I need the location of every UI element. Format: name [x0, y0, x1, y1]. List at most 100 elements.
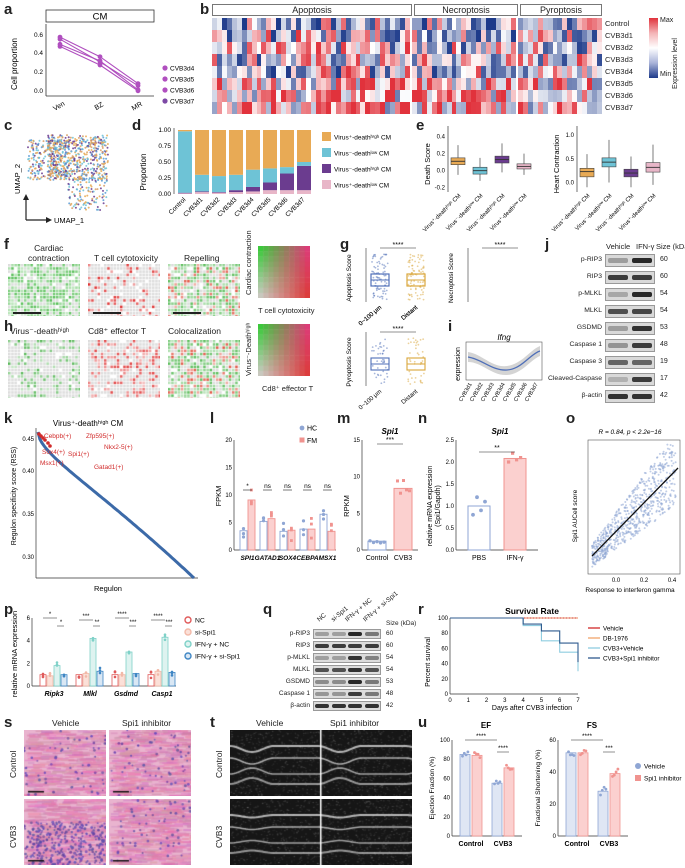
- panel-l-ytick: 20: [225, 438, 232, 444]
- panel-c-point: [89, 151, 92, 154]
- panel-b-heatmap-cell: [597, 66, 603, 79]
- panel-o-point: [606, 524, 609, 527]
- panel-b-row-label: CVB3d4: [605, 67, 633, 76]
- panel-c-point: [79, 139, 82, 142]
- panel-q-band: [331, 692, 346, 696]
- panel-c-point: [88, 178, 90, 181]
- panel-l-point: [250, 502, 253, 506]
- panel-o-point: [650, 502, 653, 504]
- panel-d-bar-segment: [297, 190, 311, 194]
- panel-b-heatmap-cell: [436, 90, 443, 103]
- panel-b-heatmap-cell: [330, 18, 337, 31]
- panel-b-heatmap-cell: [562, 102, 568, 115]
- panel-c-point: [59, 147, 62, 150]
- panel-b-heatmap-cell: [296, 90, 302, 103]
- panel-q-band-size: 48: [386, 690, 394, 697]
- panel-c-point: [52, 172, 54, 175]
- panel-o-point: [673, 483, 676, 486]
- panel-c-point: [63, 139, 66, 142]
- panel-b-heatmap-cell: [592, 30, 598, 43]
- panel-c-point: [82, 158, 85, 160]
- panel-c-point: [92, 163, 95, 166]
- panel-c-point: [63, 173, 66, 176]
- panel-p-legend-marker: [184, 628, 192, 636]
- panel-o-point: [658, 501, 661, 503]
- panel-p-point: [62, 674, 66, 678]
- panel-b-group-necroptosis: Necroptosis: [414, 4, 518, 16]
- panel-b-heatmap-cell: [476, 90, 482, 103]
- panel-q-band: [315, 692, 329, 696]
- panel-b-heatmap-cell: [466, 18, 472, 31]
- panel-c-point: [96, 208, 98, 211]
- panel-b-heatmap-cell: [411, 54, 418, 67]
- panel-o-point: [601, 555, 604, 558]
- panel-m-xtick: Control: [366, 555, 389, 562]
- panel-r-xtick: 3: [503, 698, 507, 704]
- panel-o-point: [645, 480, 648, 483]
- panel-c-point: [40, 176, 43, 179]
- panel-c-point: [29, 166, 32, 168]
- panel-c-point: [74, 203, 77, 206]
- panel-b-heatmap-cell: [441, 102, 447, 115]
- panel-b-heatmap-cell: [510, 18, 517, 31]
- panel-g-point: [422, 298, 425, 301]
- panel-j-band: [632, 275, 652, 280]
- panel-u-ytick: 40: [443, 796, 450, 802]
- panel-m-point: [402, 479, 405, 483]
- panel-c-point: [47, 147, 49, 150]
- panel-b-heatmap-cell: [256, 66, 262, 79]
- panel-b-scale-min: Min: [660, 71, 672, 78]
- panel-c-point: [102, 199, 105, 202]
- panel-c-point: [84, 158, 87, 161]
- panel-c-point: [91, 167, 94, 170]
- panel-u-point: [584, 749, 588, 753]
- panel-b-heatmap-cell: [291, 90, 297, 103]
- panel-c-point: [93, 142, 96, 144]
- panel-c-point: [85, 135, 87, 138]
- panel-p-bar: [53, 665, 61, 687]
- panel-b-heatmap-cell: [532, 90, 539, 103]
- panel-l-ytick: 10: [225, 493, 232, 499]
- panel-g-point: [419, 380, 422, 383]
- panel-b-heatmap-cell: [537, 78, 543, 91]
- panel-g-point: [422, 275, 425, 278]
- panel-c-point: [75, 203, 78, 206]
- panel-o-point: [626, 498, 629, 501]
- panel-e-ytick: -0.2: [435, 186, 446, 192]
- panel-n-xtick: PBS: [472, 555, 486, 562]
- panel-u-title: EF: [481, 721, 491, 730]
- panel-c-point: [82, 139, 85, 142]
- panel-d-legend-label: Virus⁺-deathʰⁱᵍʰ CM: [334, 135, 391, 142]
- panel-b-row-label: CVB3d3: [605, 55, 633, 64]
- panel-b-heatmap-cell: [411, 18, 418, 31]
- panel-b-heatmap-cell: [266, 90, 272, 103]
- panel-b-heatmap-cell: [330, 54, 337, 67]
- panel-b-heatmap-cell: [461, 102, 467, 115]
- panel-o-point: [599, 552, 602, 555]
- panel-u-bar: [491, 782, 503, 837]
- panel-l-point: [310, 517, 313, 520]
- panel-c-point: [60, 159, 63, 162]
- panel-a-legend-dot: [162, 98, 168, 104]
- panel-c-point: [100, 177, 102, 180]
- panel-c-point: [59, 175, 62, 178]
- panel-o-point: [594, 539, 597, 542]
- panel-l-bar-fm: [247, 499, 256, 551]
- panel-o-point: [615, 511, 618, 514]
- panel-g-point: [380, 280, 383, 283]
- panel-c-point: [51, 152, 54, 155]
- panel-u-point: [496, 781, 500, 785]
- panel-b-heatmap-cell: [286, 18, 292, 31]
- panel-b-heatmap-cell: [261, 66, 267, 79]
- panel-o-point: [669, 444, 672, 446]
- panel-q-band-name: Caspase 1: [278, 690, 310, 697]
- panel-o-point: [653, 494, 655, 496]
- panel-g-point: [411, 267, 414, 270]
- panel-c-point: [57, 136, 59, 139]
- panel-q-band-row: GSDMD 53: [268, 676, 418, 688]
- panel-o-point: [609, 542, 612, 545]
- panel-i-gene: Ifng: [497, 333, 511, 342]
- panel-b-heatmap-cell: [517, 42, 524, 55]
